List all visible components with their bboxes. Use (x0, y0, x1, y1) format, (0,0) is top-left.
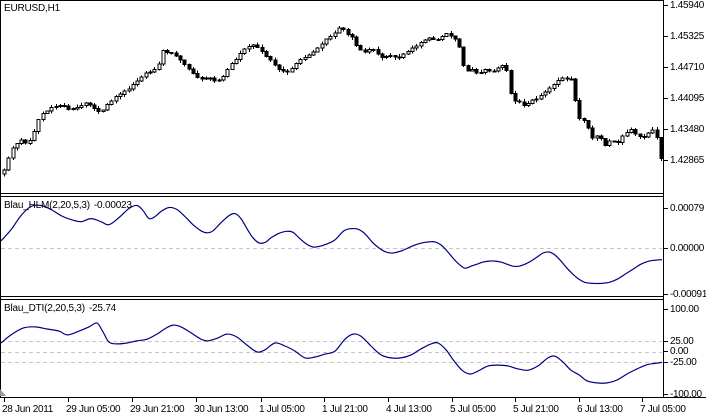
price-axis-tick (663, 351, 668, 352)
indicator-hlm-label: Blau_HLM(2,20,5,3) -0.00023 (4, 200, 132, 211)
indicator-hlm-value: -0.00023 (93, 200, 132, 211)
price-axis-label: 0.00000 (670, 243, 705, 254)
dti-line-series (0, 322, 663, 384)
time-axis-tick (452, 398, 453, 402)
price-axis-label: 25.00 (670, 336, 694, 347)
time-axis-tick (324, 398, 325, 402)
time-axis-label: 5 Jul 21:00 (513, 404, 559, 415)
price-axis-label: 0.00 (670, 346, 689, 357)
indicator-hlm-title: Blau_HLM(2,20,5,3) (4, 200, 90, 211)
time-axis-label: 29 Jun 05:00 (66, 404, 121, 415)
time-axis-label: 1 Jul 21:00 (322, 404, 368, 415)
time-axis-tick (132, 398, 133, 402)
panel-separator[interactable] (0, 193, 664, 194)
price-axis-label: 1.44095 (670, 93, 705, 104)
indicator-dti-value: -25.74 (88, 303, 117, 314)
time-axis-label: 6 Jul 13:00 (577, 404, 623, 415)
price-axis-label: 1.45325 (670, 31, 705, 42)
price-axis-label: -25.00 (670, 357, 697, 368)
price-axis-tick (663, 208, 668, 209)
panel-border-top (0, 0, 664, 1)
indicator-dti-title: Blau_DTI(2,20,5,3) (4, 303, 85, 314)
price-scale-border (663, 0, 664, 397)
price-axis-tick (663, 160, 668, 161)
time-axis-tick (642, 398, 643, 402)
time-axis-tick (4, 398, 5, 402)
time-axis-label: 1 Jul 05:00 (259, 404, 305, 415)
time-axis-line (0, 397, 706, 398)
time-axis-tick (388, 398, 389, 402)
price-axis-label: 1.44710 (670, 62, 705, 73)
time-axis-tick (261, 398, 262, 402)
time-axis-tick (196, 398, 197, 402)
price-axis-label: 0.00079 (670, 203, 705, 214)
time-axis-label: 30 Jun 13:00 (194, 404, 249, 415)
time-axis-tick (68, 398, 69, 402)
panel-separator[interactable] (0, 296, 664, 297)
price-axis-tick (663, 248, 668, 249)
hlm-line-series (0, 204, 663, 285)
price-axis-label: 1.42865 (670, 155, 705, 166)
price-axis-tick (663, 362, 668, 363)
time-axis-label: 5 Jul 05:00 (450, 404, 496, 415)
level-gridlines (1, 341, 662, 363)
price-axis-tick (663, 394, 668, 395)
time-axis-label: 7 Jul 05:00 (640, 404, 686, 415)
price-axis-label: 100.00 (670, 304, 699, 315)
price-axis-tick (663, 129, 668, 130)
indicator-dti-label: Blau_DTI(2,20,5,3) -25.74 (4, 303, 116, 314)
price-axis-tick (663, 294, 668, 295)
time-axis-tick (515, 398, 516, 402)
price-axis-tick (663, 5, 668, 6)
time-axis-label: 28 Jun 2011 (2, 404, 54, 415)
panel-border-left (0, 0, 1, 397)
price-axis-label: 1.45940 (670, 0, 705, 11)
time-axis-label: 29 Jun 21:00 (130, 404, 185, 415)
price-axis-tick (663, 341, 668, 342)
price-axis-tick (663, 36, 668, 37)
panel-separator[interactable] (0, 196, 664, 197)
price-axis-tick (663, 309, 668, 310)
scroll-marker-icon (0, 389, 6, 396)
time-axis-label: 4 Jul 13:00 (386, 404, 432, 415)
price-axis-label: 1.43480 (670, 124, 705, 135)
price-axis-label: -100.00 (670, 389, 702, 400)
candles-layer (2, 26, 664, 177)
price-axis-tick (663, 98, 668, 99)
price-axis-tick (663, 67, 668, 68)
panel-separator[interactable] (0, 299, 664, 300)
time-axis-tick (579, 398, 580, 402)
price-axis-label: -0.00091 (670, 289, 706, 300)
symbol-period-label: EURUSD,H1 (4, 3, 60, 14)
